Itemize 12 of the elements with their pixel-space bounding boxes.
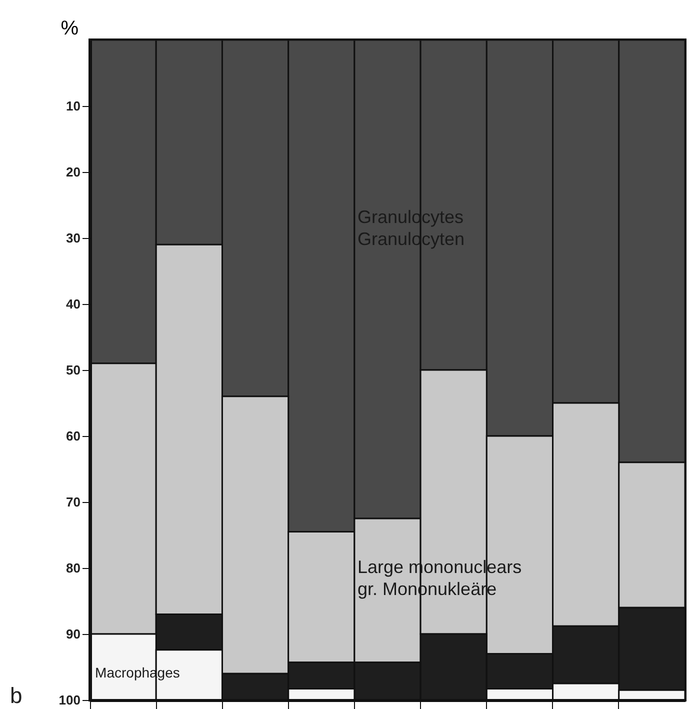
y-tick-label: 20 [66, 164, 80, 180]
y-tick-label: 100 [58, 692, 80, 708]
y-tick-label: 60 [66, 428, 80, 444]
y-tick-label: 70 [66, 494, 80, 510]
y-tick-label: 40 [66, 296, 80, 312]
text: b [10, 683, 22, 708]
y-tick-label: 80 [66, 560, 80, 576]
y-axis-title: % [60, 18, 79, 40]
y-tick-label: 30 [66, 230, 80, 246]
y-tick-label: 10 [66, 98, 80, 114]
y-tick-label: 50 [66, 362, 80, 378]
y-tick-label: 90 [66, 626, 80, 642]
